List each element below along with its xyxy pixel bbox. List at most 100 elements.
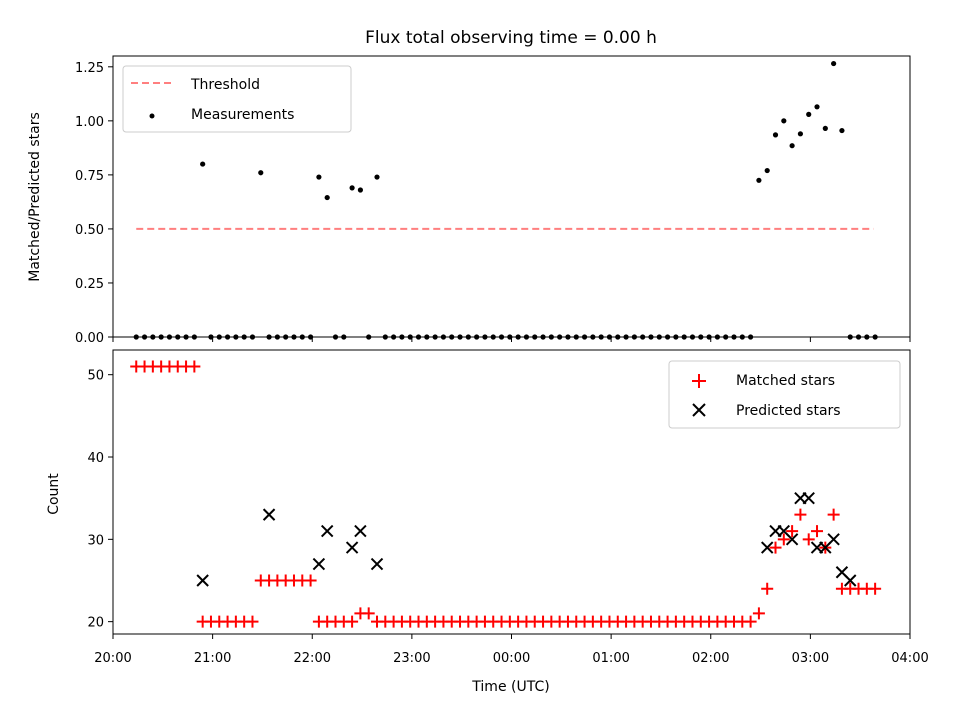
measurement-point bbox=[141, 334, 148, 340]
measurement-point bbox=[864, 334, 870, 340]
measurement-point bbox=[515, 334, 521, 340]
measurement-point bbox=[166, 334, 173, 340]
matched-star-point bbox=[188, 360, 201, 373]
matched-star-point bbox=[362, 607, 375, 620]
measurement-point bbox=[573, 334, 579, 340]
measurement-point bbox=[332, 334, 339, 340]
measurement-point bbox=[714, 334, 720, 340]
measurement-point bbox=[540, 334, 546, 340]
bottom-legend-box bbox=[668, 360, 901, 429]
measurement-point bbox=[507, 334, 513, 340]
measurement-point bbox=[349, 185, 355, 191]
predicted-star-point bbox=[196, 574, 209, 587]
x-tick-label: 03:00 bbox=[792, 651, 829, 666]
measurement-point bbox=[532, 334, 538, 340]
bottom-y-tick-label: 40 bbox=[87, 451, 104, 466]
measurement-point bbox=[748, 334, 754, 340]
measurement-point bbox=[490, 334, 496, 340]
bottom-legend: Matched stars Predicted stars bbox=[668, 360, 901, 429]
legend-matched-label: Matched stars bbox=[736, 373, 835, 389]
bottom-y-tick-label: 50 bbox=[87, 369, 104, 384]
measurement-point bbox=[673, 334, 679, 340]
predicted-star-point bbox=[370, 557, 384, 571]
measurement-point bbox=[781, 118, 787, 124]
x-tick-label: 01:00 bbox=[592, 651, 629, 666]
measurement-point bbox=[241, 334, 247, 340]
bottom-y-axis-label: Count bbox=[46, 473, 62, 515]
measurement-point bbox=[648, 334, 654, 340]
measurement-point bbox=[482, 334, 488, 340]
measurement-point bbox=[357, 187, 364, 193]
matched-star-point bbox=[786, 525, 799, 538]
measurement-point bbox=[258, 170, 264, 176]
measurement-point bbox=[789, 143, 795, 149]
measurement-point bbox=[581, 334, 588, 340]
x-tick-label: 02:00 bbox=[692, 651, 729, 666]
predicted-star-point bbox=[320, 524, 334, 538]
measurement-point bbox=[623, 334, 629, 340]
measurement-point bbox=[424, 334, 430, 340]
predicted-star-point bbox=[760, 541, 774, 554]
measurement-point bbox=[224, 334, 231, 340]
measurement-point bbox=[266, 334, 272, 340]
matched-star-point bbox=[744, 615, 757, 628]
measurement-point bbox=[872, 334, 878, 340]
matched-star-point bbox=[794, 508, 807, 521]
measurement-point bbox=[440, 334, 447, 340]
measurement-point bbox=[590, 334, 596, 340]
measurement-point bbox=[449, 334, 455, 340]
matched-star-point bbox=[802, 533, 815, 546]
chart-title: Flux total observing time = 0.00 h bbox=[365, 28, 657, 48]
measurement-point bbox=[847, 334, 853, 340]
measurement-point bbox=[200, 161, 206, 167]
legend-measurements-label: Measurements bbox=[191, 107, 294, 123]
measurement-point bbox=[656, 334, 662, 340]
x-tick-label: 20:00 bbox=[94, 651, 131, 666]
measurement-point bbox=[822, 125, 828, 132]
x-tick-label: 22:00 bbox=[294, 651, 331, 666]
matched-star-point bbox=[304, 574, 317, 587]
bottom-y-tick-label: 30 bbox=[87, 533, 104, 548]
top-y-axis-label: Matched/Predicted stars bbox=[27, 112, 43, 282]
measurement-point bbox=[316, 174, 322, 180]
top-y-tick-label: 1.00 bbox=[75, 115, 104, 130]
matched-star-point bbox=[346, 615, 359, 628]
measurement-point bbox=[415, 334, 422, 340]
measurement-point bbox=[249, 334, 256, 340]
measurement-point bbox=[839, 127, 845, 134]
legend-measurements-swatch bbox=[149, 113, 155, 119]
measurement-point bbox=[498, 334, 505, 340]
measurement-point bbox=[831, 60, 837, 67]
predicted-star-point bbox=[844, 574, 857, 587]
measurement-point bbox=[233, 334, 239, 340]
measurement-point bbox=[382, 334, 388, 340]
measurement-point bbox=[324, 194, 330, 201]
matched-star-point bbox=[769, 541, 782, 554]
top-legend: Threshold Measurements bbox=[122, 65, 352, 133]
predicted-star-point bbox=[345, 541, 359, 554]
matched-star-point bbox=[246, 615, 259, 628]
matched-star-point bbox=[761, 582, 774, 595]
predicted-star-point bbox=[354, 524, 367, 538]
matched-star-point bbox=[811, 525, 824, 538]
measurement-point bbox=[208, 334, 214, 340]
measurement-point bbox=[606, 334, 613, 340]
measurement-point bbox=[806, 111, 812, 117]
measurement-point bbox=[706, 334, 712, 340]
measurement-point bbox=[307, 334, 314, 340]
predicted-star-point bbox=[312, 557, 326, 571]
top-y-tick-label: 0.75 bbox=[75, 169, 104, 184]
measurement-point bbox=[341, 334, 347, 340]
matched-star-point bbox=[869, 582, 882, 595]
measurement-point bbox=[432, 334, 438, 340]
legend-predicted-label: Predicted stars bbox=[736, 403, 841, 419]
measurement-point bbox=[640, 334, 646, 340]
measurement-point bbox=[615, 334, 621, 340]
top-legend-box bbox=[122, 65, 352, 133]
measurement-point bbox=[183, 334, 189, 340]
x-tick-label: 04:00 bbox=[891, 651, 928, 666]
x-tick-label: 23:00 bbox=[393, 651, 430, 666]
bottom-y-tick-label: 20 bbox=[87, 616, 104, 631]
measurement-point bbox=[274, 334, 280, 340]
